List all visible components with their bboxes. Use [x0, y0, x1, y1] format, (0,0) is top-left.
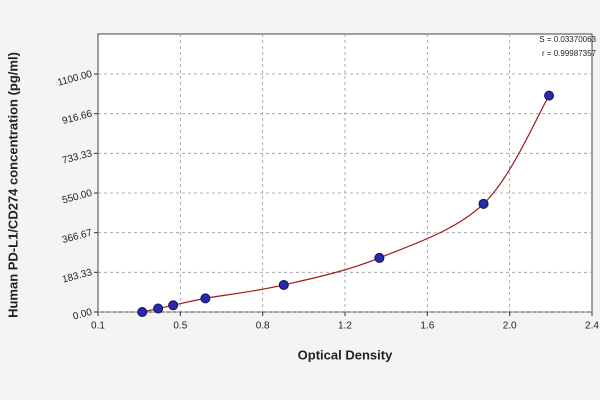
x-tick-label: 0.5	[173, 321, 187, 332]
annotation: r = 0.99987357	[542, 49, 597, 58]
data-point	[374, 252, 385, 263]
x-tick-label: 0.8	[256, 321, 270, 332]
data-point	[478, 198, 489, 209]
data-point	[153, 303, 164, 314]
data-point	[168, 300, 179, 311]
x-tick-label: 1.2	[338, 321, 352, 332]
data-point	[200, 293, 211, 304]
data-point	[544, 90, 555, 101]
y-tick-label: 0.00	[72, 307, 94, 323]
annotation: S = 0.03370063	[539, 35, 596, 44]
y-axis-title: Human PD-L1/CD274 concentration (pg/ml)	[5, 52, 20, 318]
x-axis-title: Optical Density	[298, 347, 393, 362]
data-point	[278, 279, 289, 290]
x-tick-label: 0.1	[91, 321, 105, 332]
x-tick-label: 1.6	[420, 321, 434, 332]
x-tick-label: 2.4	[585, 321, 599, 332]
x-tick-label: 2.0	[503, 321, 517, 332]
data-point	[137, 307, 148, 317]
